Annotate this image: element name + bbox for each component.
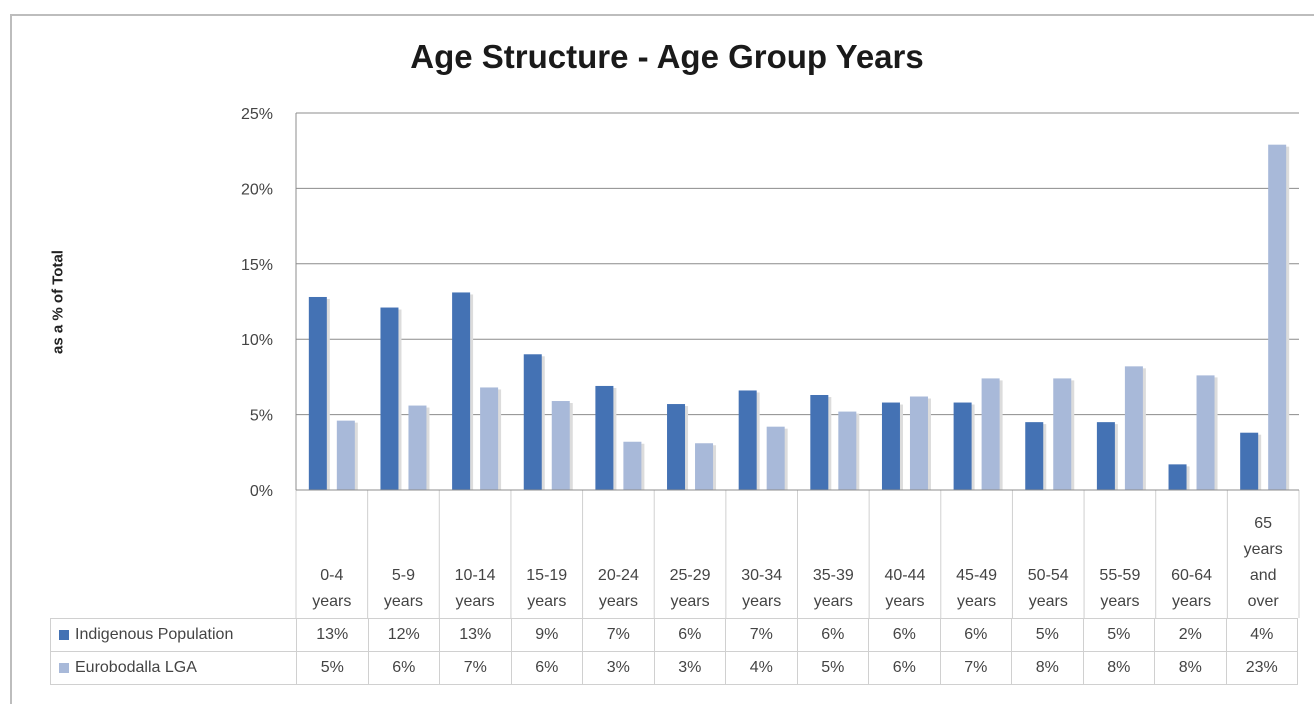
x-tick-label: 55-59 years	[1099, 567, 1140, 610]
bar	[953, 402, 972, 490]
series-name: Indigenous Population	[75, 626, 234, 643]
bar	[623, 441, 642, 490]
y-tick-label: 25%	[241, 106, 273, 123]
bar	[480, 387, 499, 490]
table-cell: 4%	[725, 651, 798, 685]
bar	[981, 378, 1000, 490]
bar	[408, 405, 427, 490]
bar	[523, 354, 542, 490]
x-tick-label: 10-14 years	[455, 567, 496, 610]
y-tick-label: 5%	[250, 408, 273, 425]
table-cell: 5%	[296, 651, 369, 685]
table-cell: 5%	[796, 651, 869, 685]
table-cell: 9%	[510, 618, 583, 652]
series-label-eurobodalla: Eurobodalla LGA	[50, 651, 297, 685]
bar	[336, 420, 355, 490]
x-tick-label: 35-39 years	[813, 567, 854, 610]
x-tick-label: 20-24 years	[598, 567, 639, 610]
table-cell: 12%	[367, 618, 440, 652]
table-cell: 7%	[725, 618, 798, 652]
table-cell: 13%	[439, 618, 512, 652]
series-label-indigenous: Indigenous Population	[50, 618, 297, 652]
table-cell: 6%	[510, 651, 583, 685]
x-tick-label: 50-54 years	[1028, 567, 1069, 610]
series-name: Eurobodalla LGA	[75, 659, 197, 676]
table-cell: 4%	[1225, 618, 1298, 652]
bar	[810, 394, 829, 490]
table-cell: 7%	[939, 651, 1012, 685]
bar	[838, 411, 857, 490]
table-row-series-1: Indigenous Population 13% 12% 13% 9% 7% …	[50, 618, 1298, 652]
table-cell: 6%	[796, 618, 869, 652]
table-cell: 6%	[939, 618, 1012, 652]
table-cell: 3%	[582, 651, 655, 685]
bar	[881, 402, 900, 490]
legend-swatch	[59, 662, 69, 673]
bar	[551, 401, 570, 490]
bar	[1096, 422, 1115, 490]
x-tick-label: 5-9 years	[384, 567, 423, 610]
table-cell: 6%	[653, 618, 726, 652]
y-tick-label: 0%	[250, 483, 273, 500]
table-cell: 5%	[1082, 618, 1155, 652]
legend-swatch	[59, 629, 69, 640]
chart-title: Age Structure - Age Group Years	[410, 38, 924, 75]
table-cell: 8%	[1154, 651, 1227, 685]
x-tick-label: 15-19 years	[526, 567, 567, 610]
bar	[667, 404, 686, 490]
data-table: Indigenous Population 13% 12% 13% 9% 7% …	[50, 618, 1298, 685]
table-cell: 23%	[1225, 651, 1298, 685]
table-cell: 6%	[868, 618, 941, 652]
x-tick-label: 0-4 years	[312, 567, 351, 610]
table-row-series-2: Eurobodalla LGA 5% 6% 7% 6% 3% 3% 4% 5% …	[50, 651, 1298, 685]
x-tick-label: 45-49 years	[956, 567, 997, 610]
x-tick-label: 60-64 years	[1171, 567, 1212, 610]
table-cell: 7%	[439, 651, 512, 685]
x-tick-label: 25-29 years	[670, 567, 711, 610]
table-cell: 3%	[653, 651, 726, 685]
bar	[766, 426, 785, 490]
bar	[1268, 144, 1287, 490]
bar	[1196, 375, 1215, 490]
y-tick-label: 10%	[241, 332, 273, 349]
table-cell: 13%	[296, 618, 369, 652]
bar	[909, 396, 928, 490]
bar	[595, 385, 614, 490]
table-cell: 8%	[1082, 651, 1155, 685]
bar	[1240, 432, 1259, 490]
bar	[1025, 422, 1044, 490]
bar	[1053, 378, 1072, 490]
bar	[1124, 366, 1143, 490]
bar	[695, 443, 714, 490]
bar	[452, 292, 471, 490]
table-cell: 2%	[1154, 618, 1227, 652]
chart-frame	[10, 14, 1314, 704]
table-cell: 5%	[1011, 618, 1084, 652]
table-cell: 7%	[582, 618, 655, 652]
y-tick-label: 15%	[241, 257, 273, 274]
table-cell: 6%	[868, 651, 941, 685]
x-tick-label: 40-44 years	[885, 567, 926, 610]
x-tick-label: 65 years and over	[1244, 515, 1283, 610]
bar	[380, 307, 399, 490]
bar	[738, 390, 757, 490]
bar	[1168, 464, 1187, 490]
y-tick-label: 20%	[241, 181, 273, 198]
table-cell: 8%	[1011, 651, 1084, 685]
table-cell: 6%	[367, 651, 440, 685]
x-tick-label: 30-34 years	[741, 567, 782, 610]
bar	[308, 296, 327, 490]
